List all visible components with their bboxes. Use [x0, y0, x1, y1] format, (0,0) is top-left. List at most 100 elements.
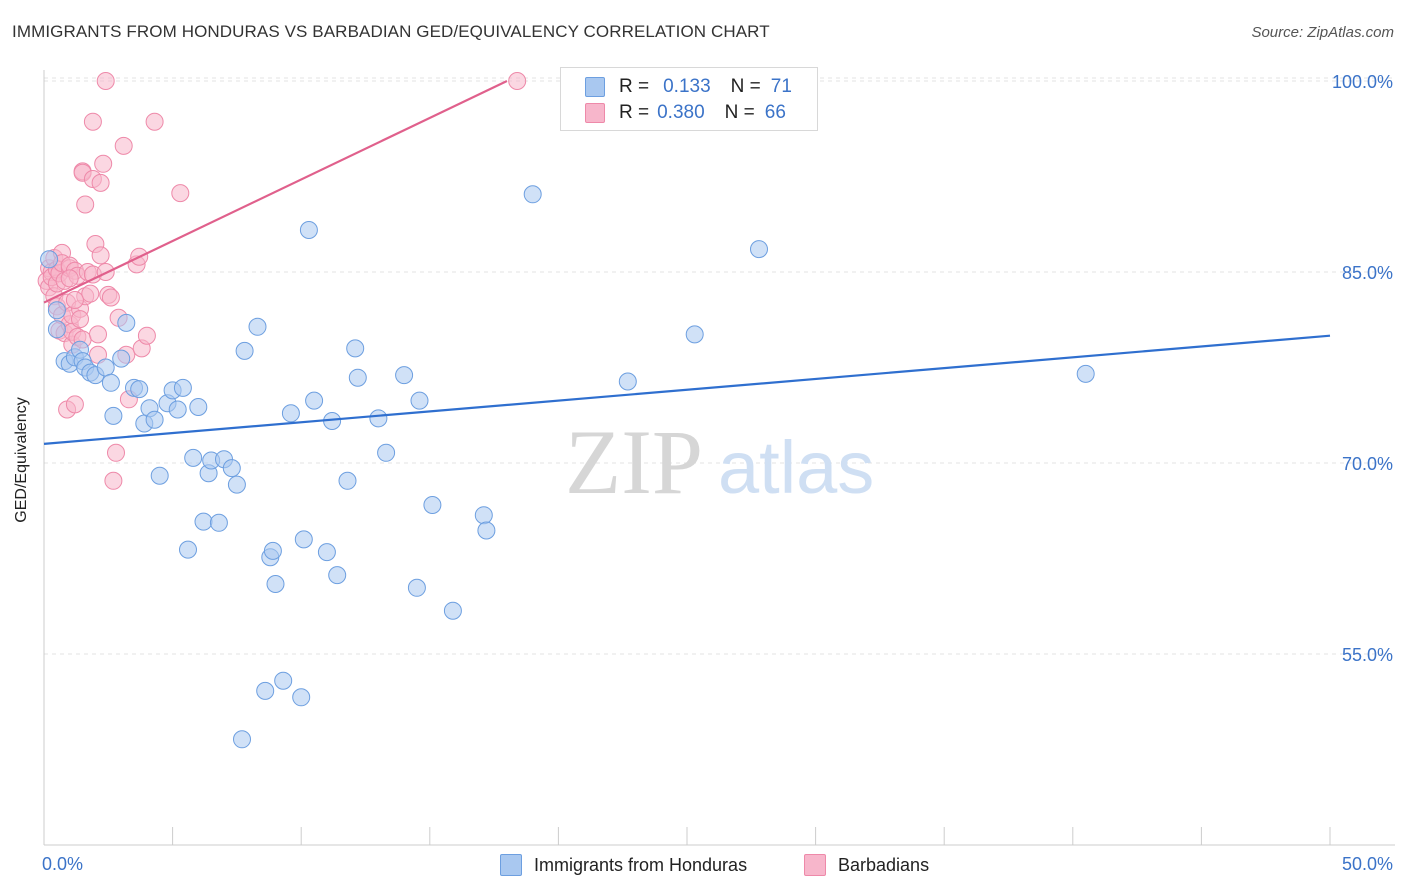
- honduras-point: [263, 541, 282, 560]
- honduras-point: [474, 506, 493, 525]
- honduras-point: [274, 671, 293, 690]
- honduras-point: [377, 443, 396, 462]
- honduras-point: [233, 730, 251, 749]
- legend-r-value: 0.380: [657, 102, 705, 123]
- barbadians-points: [37, 72, 527, 490]
- bottom-legend-barbadians[interactable]: Barbadians: [804, 852, 929, 878]
- honduras-point: [348, 368, 367, 387]
- honduras-point: [305, 391, 324, 410]
- barbadians-point: [96, 72, 115, 90]
- trend-lines: [43, 80, 1331, 445]
- honduras-point: [477, 521, 496, 540]
- honduras-point: [410, 391, 429, 410]
- barbadians-point: [65, 395, 84, 414]
- honduras-point: [150, 466, 169, 485]
- watermark-zip: ZIP: [565, 411, 703, 513]
- y-tick-label: 100.0%: [1332, 72, 1393, 92]
- legend-n-label: N =: [730, 76, 761, 97]
- y-tick-label: 85.0%: [1342, 263, 1393, 283]
- honduras-point: [338, 471, 357, 490]
- honduras-point: [227, 475, 246, 494]
- honduras-point: [47, 301, 66, 320]
- x-tick-label-min: 0.0%: [42, 854, 83, 874]
- barbadians-point: [508, 72, 527, 90]
- legend-n-value: 71: [770, 76, 792, 97]
- honduras-point: [423, 496, 442, 514]
- honduras-point: [618, 372, 637, 391]
- honduras-point: [292, 688, 311, 707]
- barbadians-point: [114, 136, 133, 155]
- correlation-legend: R = 0.133 N = 71 R = 0.380 N = 66: [560, 67, 818, 131]
- barbadians-point: [76, 195, 95, 214]
- honduras-point: [173, 378, 192, 397]
- legend-row-barbadians: R = 0.380 N = 66: [585, 101, 786, 125]
- barbadians-point: [171, 184, 190, 203]
- honduras-point: [104, 406, 123, 425]
- honduras-point: [130, 380, 149, 399]
- barbadians-point: [104, 471, 123, 490]
- legend-swatch-pink: [804, 854, 826, 876]
- honduras-point: [346, 339, 365, 358]
- honduras-point: [294, 530, 313, 549]
- honduras-point: [256, 681, 275, 700]
- barbadians-point: [91, 246, 110, 265]
- tick-labels: 55.0% 70.0% 85.0% 100.0% 0.0% 50.0%: [42, 72, 1393, 874]
- chart-title: IMMIGRANTS FROM HONDURAS VS BARBADIAN GE…: [12, 22, 770, 41]
- honduras-point: [40, 250, 59, 269]
- watermark: ZIP atlas: [565, 411, 874, 513]
- x-tick-label-max: 50.0%: [1342, 854, 1393, 874]
- honduras-point: [235, 341, 254, 360]
- barbadians-point: [137, 326, 156, 345]
- legend-r-label: R =: [619, 102, 650, 123]
- honduras-point: [685, 325, 704, 344]
- barbadians-point: [81, 284, 100, 303]
- honduras-point: [101, 373, 120, 392]
- legend-swatch-blue: [500, 854, 522, 876]
- watermark-atlas: atlas: [718, 426, 874, 509]
- gridlines: [44, 77, 1395, 655]
- honduras-point: [750, 240, 768, 259]
- honduras-trend-line: [43, 334, 1331, 445]
- honduras-point: [184, 448, 203, 467]
- honduras-point: [328, 566, 347, 585]
- honduras-points: [40, 72, 1095, 749]
- honduras-point: [194, 512, 213, 531]
- barbadians-point: [71, 310, 89, 329]
- honduras-point: [266, 575, 285, 593]
- honduras-point: [96, 358, 115, 377]
- barbadians-point: [107, 443, 125, 462]
- honduras-point: [47, 320, 66, 339]
- barbadians-point: [89, 325, 107, 344]
- barbadians-point: [94, 154, 113, 173]
- honduras-point: [209, 513, 228, 532]
- y-tick-label: 70.0%: [1342, 454, 1393, 474]
- legend-row-honduras: R = 0.133 N = 71: [585, 75, 792, 99]
- source-label: Source: ZipAtlas.com: [1251, 24, 1394, 41]
- honduras-point: [317, 543, 336, 562]
- legend-r-label: R =: [619, 76, 650, 97]
- honduras-point: [248, 317, 267, 336]
- honduras-point: [1076, 364, 1095, 383]
- honduras-point: [112, 349, 131, 368]
- legend-n-label: N =: [724, 102, 755, 123]
- honduras-point: [168, 400, 187, 419]
- bottom-legend-label: Barbadians: [838, 854, 930, 875]
- honduras-point: [299, 221, 318, 239]
- honduras-point: [407, 578, 426, 597]
- legend-swatch-pink: [585, 103, 605, 123]
- barbadians-point: [60, 269, 79, 288]
- bottom-legend-honduras[interactable]: Immigrants from Honduras: [500, 852, 747, 878]
- axes: [43, 70, 1395, 846]
- honduras-point: [523, 185, 542, 204]
- honduras-point: [369, 409, 388, 428]
- bottom-legend-label: Immigrants from Honduras: [534, 854, 748, 875]
- honduras-point: [145, 410, 164, 429]
- honduras-point: [179, 540, 197, 559]
- barbadians-point: [83, 112, 102, 131]
- y-tick-label: 55.0%: [1342, 645, 1393, 665]
- honduras-point: [189, 398, 208, 416]
- honduras-point: [443, 601, 462, 620]
- barbadians-point: [91, 173, 110, 192]
- legend-swatch-blue: [585, 77, 605, 97]
